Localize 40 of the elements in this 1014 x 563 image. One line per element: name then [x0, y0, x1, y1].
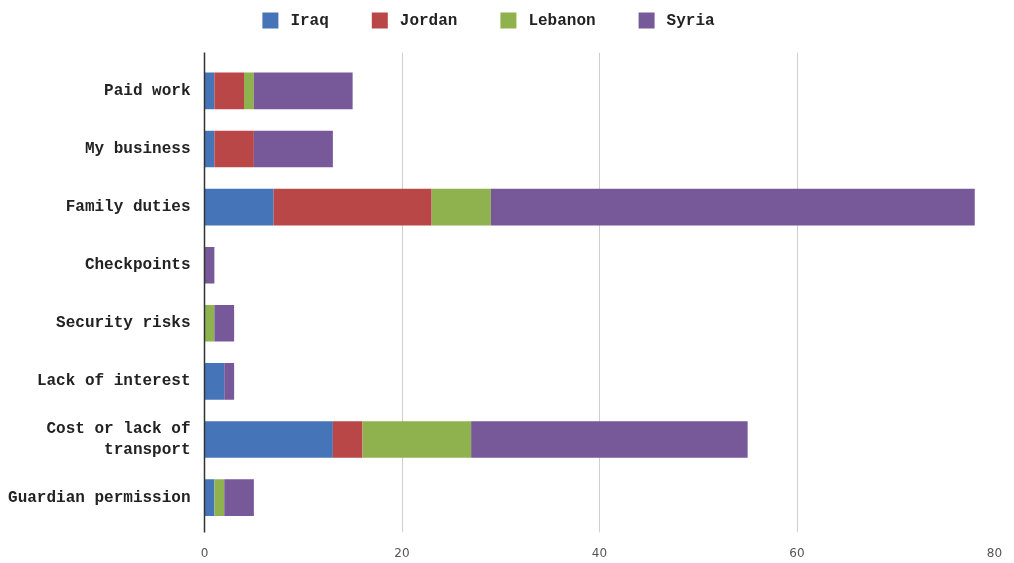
- y-tick-label: My business: [84, 139, 191, 158]
- y-tick-label: Security risks: [56, 314, 191, 333]
- bar: [204, 363, 225, 400]
- y-tick-label: Guardian permission: [8, 488, 191, 507]
- bar: [490, 188, 975, 226]
- bar: [204, 72, 215, 110]
- bar: [471, 421, 748, 458]
- legend-label: Iraq: [290, 11, 329, 30]
- y-tick-label: Lack of interest: [36, 372, 191, 391]
- x-tick-label: 80: [986, 545, 1003, 560]
- bar: [431, 188, 491, 226]
- bar: [204, 246, 215, 284]
- x-tick-label: 20: [394, 545, 410, 560]
- bar: [273, 188, 432, 226]
- x-tick-label: 60: [789, 545, 805, 560]
- bar: [224, 363, 235, 400]
- bar: [204, 479, 215, 516]
- bar: [204, 188, 274, 226]
- bar: [253, 72, 353, 110]
- legend-label: Lebanon: [528, 11, 596, 30]
- bar: [204, 421, 333, 458]
- bar: [214, 304, 235, 342]
- x-tick-label: 40: [591, 545, 608, 560]
- bar: [214, 479, 225, 516]
- bar: [224, 479, 254, 516]
- bar: [214, 130, 254, 168]
- bar: [244, 72, 254, 110]
- bar: [253, 130, 333, 168]
- y-tick-label: Family duties: [65, 198, 191, 217]
- legend-label: Jordan: [399, 11, 458, 30]
- bar: [214, 72, 244, 110]
- x-tick-label: 0: [200, 545, 209, 560]
- legend-label: Syria: [666, 11, 716, 30]
- bar: [204, 304, 215, 342]
- bar: [204, 130, 215, 168]
- bar: [362, 421, 472, 458]
- bar: [332, 421, 363, 458]
- y-tick-label: Cost or lack of transport: [46, 419, 191, 460]
- y-tick-label: Paid work: [104, 81, 191, 100]
- y-tick-label: Checkpoints: [84, 256, 191, 275]
